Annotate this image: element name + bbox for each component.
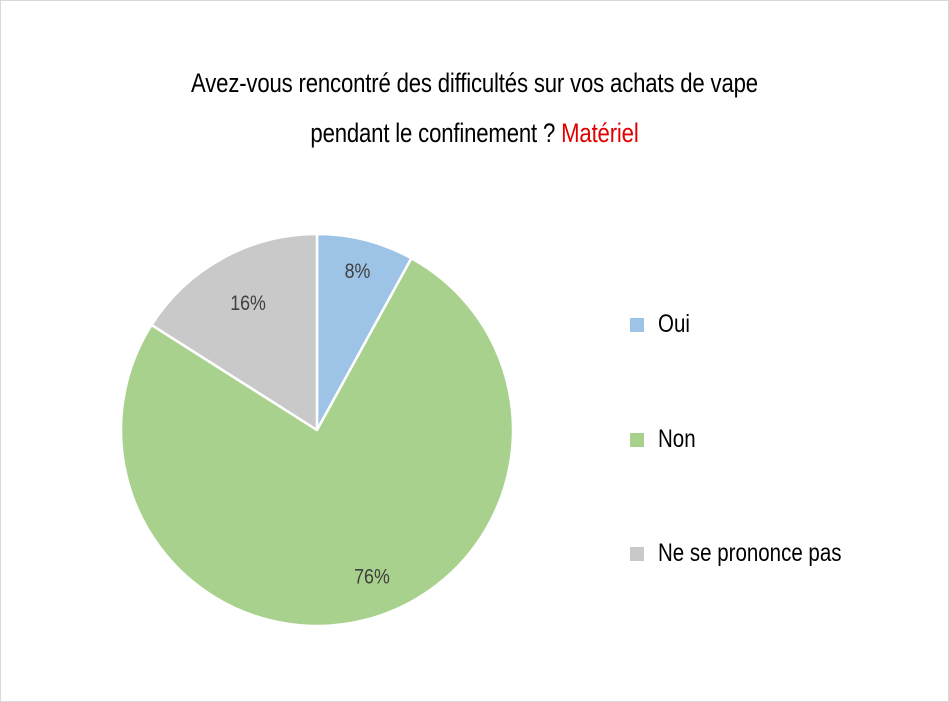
legend-label: Ne se prononce pas [658, 539, 842, 567]
pie-data-labels: 8% 76% 16% [230, 260, 390, 589]
chart-title: Avez-vous rencontré des difficultés sur … [118, 58, 831, 158]
data-label-non: 76% [354, 565, 390, 589]
legend-item-oui: Oui [630, 310, 697, 339]
legend-swatch [630, 546, 644, 561]
legend-swatch [630, 432, 644, 447]
title-line-2: pendant le confinement ? Matériel [118, 108, 831, 158]
data-label-ne-se-prononce-pas: 16% [230, 292, 266, 316]
title-question: pendant le confinement ? [310, 118, 556, 148]
data-label-oui: 8% [345, 260, 371, 284]
legend-item-ne-se-prononce-pas: Ne se prononce pas [630, 539, 882, 568]
title-accent: Matériel [561, 118, 639, 148]
title-line-1: Avez-vous rencontré des difficultés sur … [191, 68, 758, 98]
legend-label: Non [658, 425, 696, 453]
legend-item-non: Non [630, 425, 704, 454]
legend-label: Oui [658, 310, 690, 338]
pie-slice-non [119, 256, 515, 628]
pie-slices [119, 232, 515, 628]
legend-swatch [630, 317, 644, 332]
pie-slice-oui [315, 232, 413, 432]
pie-slice-ne-se-prononce-pas [150, 232, 319, 432]
